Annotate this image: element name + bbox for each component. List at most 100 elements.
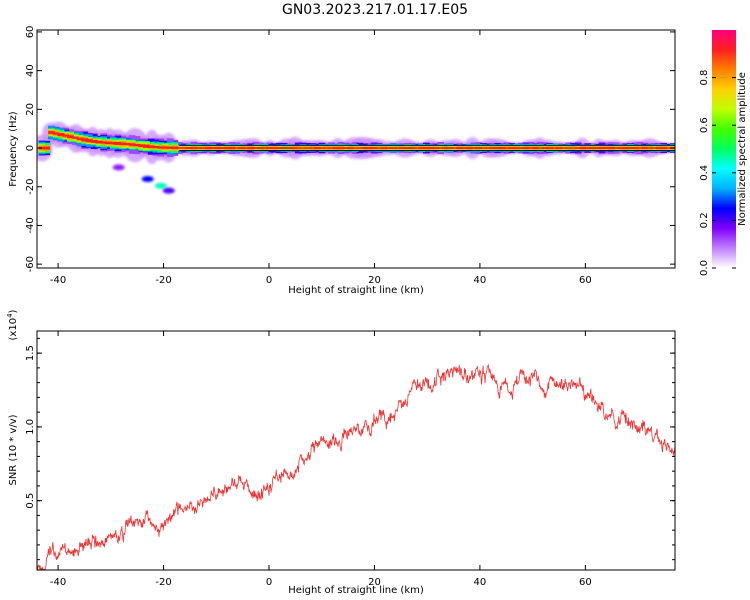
spectrogram-cell [617,147,625,149]
spectrogram-cell [181,147,188,149]
snr-xtick-label: 40 [474,577,487,588]
spectrogram-cell [242,147,250,149]
snr-xtick-label: 60 [579,577,592,588]
spectrogram-cell [517,147,525,149]
spectrogram-cell [152,145,160,149]
spectrogram-ytick-label: 20 [25,103,36,116]
spectrogram-cell [389,147,397,149]
spectrogram-cell [332,147,340,150]
snr-ticks: -40 -20 0 20 40 60 0.5 1.0 1.5 [25,331,675,588]
spectrogram-cell [560,147,568,149]
spectrogram-cell [147,145,155,148]
colorbar-ticks: 0.0 0.2 0.4 0.6 0.8 [699,70,736,276]
spectrogram-cell [636,147,644,149]
snr-series-line [37,363,675,570]
spectrogram-cell [280,147,288,150]
spectrogram-cell [541,147,549,150]
spectrogram-cell [133,144,141,147]
spectrogram-cell [593,147,601,150]
colorbar: 0.0 0.2 0.4 0.6 0.8 Normalized spectral ampl… [699,30,748,276]
spectrogram-cell [328,147,335,149]
spectrogram-cell [356,147,364,149]
spectrogram-cell [646,147,653,149]
spectrogram-ytick-label: 40 [25,64,36,77]
snr-y-multiplier: (x104) [6,309,19,340]
spectrogram-ytick-label: -20 [25,179,36,195]
spectrogram-cell [43,146,51,150]
spectrogram-ticks: -40 -20 0 20 40 60 60 40 20 0 -20 -40 -60 [25,26,675,286]
spectrogram-cell [119,142,127,145]
spectrogram-cell [494,147,501,150]
spectrogram-xtick-label: 20 [368,275,381,286]
spectrogram-cell [195,147,202,149]
spectrogram-cell [394,147,402,149]
spectrogram-cell [204,146,212,150]
spectrogram-cell [399,147,407,149]
spectrogram-cell [247,146,255,150]
spectrogram-cell [275,147,283,149]
snr-panel: -40 -20 0 20 40 60 0.5 1.0 1.5 Height of straigh… [6,309,676,596]
spectrogram-cell [460,147,468,149]
spectrogram-cell [612,147,620,149]
spectrogram-cell [527,147,535,149]
spectrogram-cell [660,147,668,150]
spectrogram-xtick-label: 0 [266,275,272,286]
spectrogram-cell [57,133,65,137]
spectrogram-cell [38,146,46,150]
spectrogram-cell [622,146,630,150]
spectrogram-cell [408,147,416,149]
snr-xtick-label: 0 [266,577,272,588]
spectrogram-cell [551,147,558,149]
spectrogram-cell [138,144,146,148]
spectrogram-cell [532,147,539,149]
spectrogram-cell [380,147,388,149]
spectrogram-frame [36,29,676,269]
spectrogram-cell [565,147,573,149]
colorbar-tick-label: 0.6 [699,117,710,133]
spectrogram-cell [413,147,421,149]
spectrogram-cell [503,147,511,149]
spectrogram-secondary-blob [141,175,154,182]
spectrogram-ytick-label: -60 [25,256,36,272]
snr-frame [36,330,676,571]
spectrogram-cell [162,146,169,149]
spectrogram-cell [451,147,459,149]
spectrogram-cell [589,147,596,149]
spectrogram-cell [584,147,592,149]
colorbar-tick-label: 0.2 [699,212,710,228]
spectrogram-cell [261,147,269,149]
spectrogram-cell [574,147,582,149]
spectrogram-cell [52,132,60,135]
spectrogram-cell [631,146,639,150]
colorbar-gradient-bar [712,30,736,268]
spectrogram-ytick-label: 60 [25,26,36,39]
spectrogram-cell [185,147,193,150]
spectrogram-cell [124,143,131,146]
spectrogram-cell [86,139,93,143]
snr-xtick-label: 20 [368,577,381,588]
spectrogram-cell [513,147,520,149]
spectrogram-xtick-label: -40 [50,275,66,286]
spectrogram-cell [627,147,634,150]
spectrogram-cell [285,147,293,149]
spectrogram-cell [608,146,615,150]
spectrogram-cell [114,141,122,146]
spectrogram-cell [655,147,663,149]
spectrogram-cell [641,147,649,149]
snr-ytick-label: 0.5 [25,493,36,509]
spectrogram-cell [375,147,383,149]
spectrogram-cell [603,147,611,149]
spectrogram-cell [190,147,198,149]
spectrogram-cell [100,141,108,144]
spectrogram-cell [90,139,98,143]
spectrogram-cell [579,146,587,150]
spectrogram-cell [446,147,454,150]
spectrogram-ytick-label: 0 [25,145,36,151]
spectrogram-cell [214,147,221,150]
spectrogram-cell [385,147,392,149]
spectrogram-cell [498,146,506,150]
spectrogram-cell [347,147,354,149]
spectrogram-cell [442,147,449,149]
snr-y-axis-label: SNR (10 * v/v) [8,414,19,485]
